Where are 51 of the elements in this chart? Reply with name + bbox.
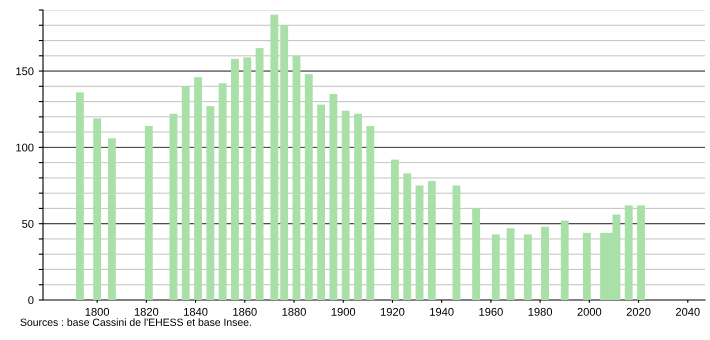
bar xyxy=(366,126,374,300)
x-tick-label: 2000 xyxy=(578,308,602,316)
bar xyxy=(182,86,190,300)
bar xyxy=(541,226,549,300)
bar xyxy=(144,126,153,300)
bar xyxy=(194,77,202,300)
x-tick-label: 1960 xyxy=(479,308,503,316)
x-tick-label: 1880 xyxy=(282,308,306,316)
x-tick-label: 2020 xyxy=(626,308,650,316)
bar xyxy=(93,118,102,300)
bar xyxy=(76,92,84,300)
bar xyxy=(428,180,436,300)
bar xyxy=(243,57,252,300)
bar xyxy=(108,138,116,300)
bar xyxy=(472,208,480,300)
bar xyxy=(218,83,227,300)
y-tick-label: 100 xyxy=(16,144,34,152)
x-tick-label: 1820 xyxy=(134,308,158,316)
x-tick-label: 1940 xyxy=(430,308,454,316)
bar xyxy=(231,58,239,300)
bar xyxy=(582,232,591,300)
bar xyxy=(317,104,326,300)
bar xyxy=(169,114,178,300)
bar xyxy=(403,173,412,300)
source-note: Sources : base Cassini de l'EHESS et base Insee. xyxy=(20,318,251,326)
x-tick-label: 1980 xyxy=(528,308,552,316)
bar xyxy=(637,205,645,300)
x-tick-label: 1920 xyxy=(380,308,404,316)
bar xyxy=(292,56,300,300)
y-tick-label: 0 xyxy=(28,296,34,304)
x-tick-label: 1840 xyxy=(184,308,208,316)
x-tick-label: 1900 xyxy=(332,308,356,316)
bar xyxy=(416,186,424,300)
bar xyxy=(304,74,313,300)
bar xyxy=(524,234,532,300)
bar xyxy=(256,48,264,300)
x-tick-label: 1800 xyxy=(86,308,110,316)
x-tick-label: 1860 xyxy=(233,308,257,316)
y-tick-label: 150 xyxy=(16,67,34,76)
x-tick-label: 2040 xyxy=(676,308,700,316)
bar xyxy=(329,94,338,300)
bar xyxy=(492,234,500,300)
bar xyxy=(390,160,399,300)
bar xyxy=(560,220,569,300)
bar xyxy=(206,106,214,300)
y-tick-label: 50 xyxy=(22,220,34,228)
bar xyxy=(452,186,460,300)
bar xyxy=(354,114,362,300)
bar xyxy=(624,205,633,300)
bar xyxy=(342,110,350,300)
bar xyxy=(506,228,515,300)
